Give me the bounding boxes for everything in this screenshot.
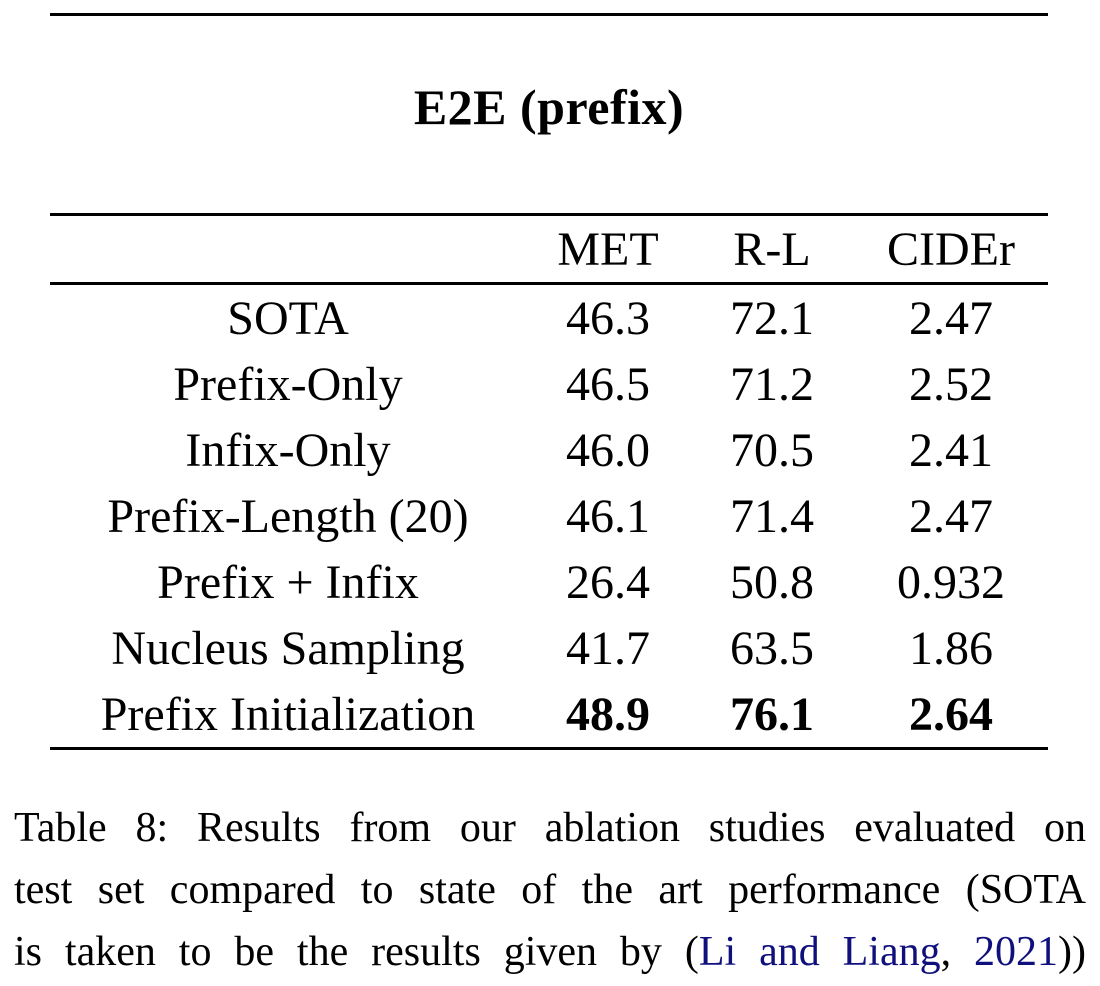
cell-cider: 2.47 bbox=[909, 291, 993, 345]
col-header-met: MET bbox=[557, 222, 659, 276]
row-label: Nucleus Sampling bbox=[111, 621, 465, 675]
citation-link-year[interactable]: 2021 bbox=[974, 929, 1059, 975]
cell-met: 26.4 bbox=[566, 555, 650, 609]
cell-rl: 50.8 bbox=[730, 555, 814, 609]
row-label: Infix-Only bbox=[185, 423, 391, 477]
cell-cider: 2.47 bbox=[909, 489, 993, 543]
table-row: SOTA 46.3 72.1 2.47 bbox=[50, 284, 1048, 352]
top-rule bbox=[50, 13, 1048, 16]
row-label: SOTA bbox=[227, 291, 349, 345]
table-row: Prefix Initialization 48.9 76.1 2.64 bbox=[50, 681, 1048, 749]
row-label: Prefix-Only bbox=[173, 357, 403, 411]
cell-rl: 70.5 bbox=[730, 423, 814, 477]
col-header-rl: R-L bbox=[733, 222, 811, 276]
table-title: E2E (prefix) bbox=[413, 79, 685, 135]
cell-met: 46.0 bbox=[566, 423, 650, 477]
table-row: Infix-Only 46.0 70.5 2.41 bbox=[50, 417, 1048, 483]
cell-met: 46.3 bbox=[566, 291, 650, 345]
cell-cider: 1.86 bbox=[909, 621, 993, 675]
cell-rl: 71.4 bbox=[730, 489, 814, 543]
cell-cider: 2.52 bbox=[909, 357, 993, 411]
caption-text: is taken to be the results given by ( bbox=[14, 929, 699, 975]
cell-met: 46.1 bbox=[566, 489, 650, 543]
results-table: MET R-L CIDEr SOTA 46.3 72.1 2.47 Prefix-Onl… bbox=[50, 213, 1048, 750]
caption-text: test set compared to state of the art pe… bbox=[14, 867, 1086, 913]
cell-rl: 71.2 bbox=[730, 357, 814, 411]
cell-cider: 2.64 bbox=[909, 687, 993, 741]
table-body: SOTA 46.3 72.1 2.47 Prefix-Only 46.5 71.2 2.52 I… bbox=[50, 284, 1048, 749]
caption-line: test set compared to state of the art pe… bbox=[14, 859, 1086, 921]
caption-text: )) bbox=[1058, 929, 1087, 975]
citation-link-authors[interactable]: Li and Liang bbox=[698, 929, 941, 975]
row-label: Prefix-Length (20) bbox=[107, 489, 469, 543]
caption-line: is taken to be the results given by (Li … bbox=[14, 921, 1086, 983]
cell-met: 46.5 bbox=[566, 357, 650, 411]
header-row: MET R-L CIDEr bbox=[50, 215, 1048, 284]
cell-met: 41.7 bbox=[566, 621, 650, 675]
table-header: MET R-L CIDEr bbox=[50, 215, 1048, 284]
caption-line: Table 8: Results from our ablation studi… bbox=[14, 797, 1086, 859]
cell-cider: 2.41 bbox=[909, 423, 993, 477]
caption-text: , bbox=[940, 929, 975, 975]
cell-cider: 0.932 bbox=[897, 555, 1005, 609]
caption-text: Table 8: Results from our ablation studi… bbox=[14, 805, 1086, 851]
row-label: Prefix Initialization bbox=[100, 687, 476, 741]
cell-rl: 72.1 bbox=[730, 291, 814, 345]
table-row: Prefix-Only 46.5 71.2 2.52 bbox=[50, 351, 1048, 417]
row-label: Prefix + Infix bbox=[157, 555, 419, 609]
cell-met: 48.9 bbox=[566, 687, 650, 741]
cell-rl: 63.5 bbox=[730, 621, 814, 675]
table-row: Prefix-Length (20) 46.1 71.4 2.47 bbox=[50, 483, 1048, 549]
table-caption: Table 8: Results from our ablation studi… bbox=[14, 797, 1086, 983]
table-row: Nucleus Sampling 41.7 63.5 1.86 bbox=[50, 615, 1048, 681]
col-header-cider: CIDEr bbox=[887, 222, 1015, 276]
col-header-blank bbox=[50, 215, 526, 284]
cell-rl: 76.1 bbox=[730, 687, 814, 741]
table-row: Prefix + Infix 26.4 50.8 0.932 bbox=[50, 549, 1048, 615]
